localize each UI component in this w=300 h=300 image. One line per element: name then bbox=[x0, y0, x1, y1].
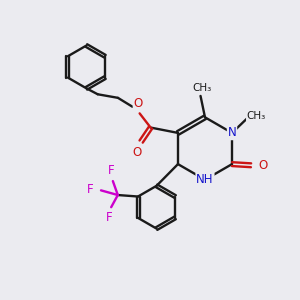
Text: F: F bbox=[87, 183, 93, 196]
Text: F: F bbox=[108, 164, 115, 177]
Text: NH: NH bbox=[196, 173, 214, 186]
Text: CH₃: CH₃ bbox=[247, 111, 266, 121]
Text: O: O bbox=[133, 146, 142, 159]
Text: O: O bbox=[258, 159, 268, 172]
Text: CH₃: CH₃ bbox=[192, 83, 212, 94]
Text: N: N bbox=[228, 126, 236, 140]
Text: F: F bbox=[106, 212, 112, 224]
Text: O: O bbox=[134, 97, 143, 110]
